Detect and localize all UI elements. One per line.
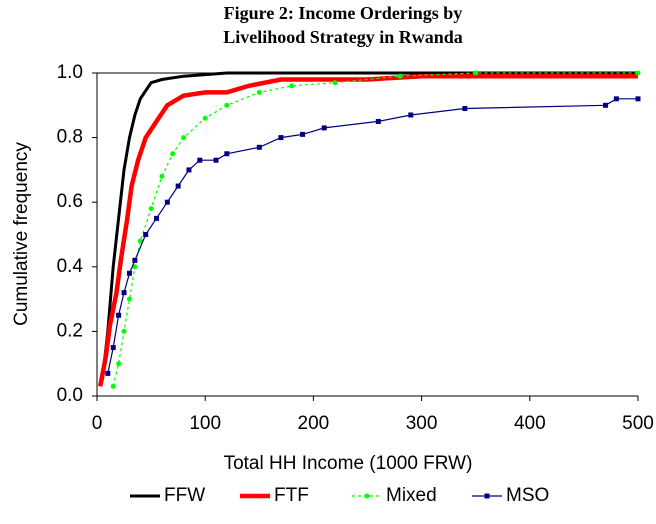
legend-label: FTF [274, 485, 309, 506]
x-axis-label: Total HH Income (1000 FRW) [224, 453, 473, 474]
data-point [186, 167, 192, 173]
data-point [116, 361, 122, 367]
data-point [132, 257, 138, 263]
x-tick-label: 300 [406, 413, 438, 434]
legend-marker [364, 493, 370, 499]
y-axis-label: Cumulative frequency [11, 142, 32, 326]
data-point [613, 96, 619, 102]
legend-label: MSO [506, 485, 549, 506]
y-tick-label: 0.6 [57, 191, 83, 212]
data-point [256, 89, 262, 95]
data-point [213, 157, 219, 163]
data-point [116, 312, 122, 318]
data-point [397, 73, 403, 79]
data-point [148, 206, 154, 212]
data-point [408, 112, 414, 118]
series-line [97, 73, 638, 387]
data-point [159, 173, 165, 179]
data-point [170, 151, 176, 157]
data-point [110, 345, 116, 351]
legend-label: Mixed [386, 485, 437, 506]
x-tick-label: 500 [622, 413, 654, 434]
data-point [121, 290, 127, 296]
data-point [635, 70, 641, 76]
data-point [332, 80, 338, 86]
data-point [154, 215, 160, 221]
data-point [121, 328, 127, 334]
chart-title: Livelihood Strategy in Rwanda [223, 27, 463, 47]
data-point [473, 70, 479, 76]
data-point [105, 370, 111, 376]
data-point [132, 264, 138, 270]
legend: FFW FTF Mixed MSO [130, 485, 549, 506]
data-point [181, 135, 187, 141]
data-point [197, 157, 203, 163]
data-point [635, 96, 641, 102]
x-tick-label: 200 [298, 413, 330, 434]
data-point [224, 151, 230, 157]
data-point [143, 232, 149, 237]
data-point [110, 383, 116, 389]
y-tick-label: 0.0 [57, 385, 83, 406]
y-tick-label: 1.0 [57, 62, 83, 83]
y-tick-label: 0.4 [57, 256, 84, 277]
data-point [175, 183, 181, 189]
data-point [224, 102, 230, 108]
series-line [112, 72, 638, 387]
legend-label: FFW [164, 485, 205, 506]
legend-marker [484, 493, 490, 499]
data-point [137, 238, 143, 244]
data-point [256, 144, 262, 150]
data-point [202, 115, 208, 121]
data-point [462, 106, 468, 112]
series-line [100, 71, 638, 381]
x-tick-label: 0 [92, 413, 103, 434]
data-point [375, 118, 381, 124]
y-tick-label: 0.2 [57, 320, 83, 341]
x-tick-label: 100 [189, 413, 221, 434]
data-point [289, 83, 295, 89]
y-tick-label: 0.8 [57, 127, 83, 148]
data-point [126, 296, 132, 302]
data-point [321, 125, 327, 131]
x-tick-label: 400 [514, 413, 546, 434]
data-point [164, 199, 170, 205]
series-line [107, 98, 638, 374]
data-point [278, 135, 284, 141]
data-point [300, 131, 306, 137]
data-point [126, 270, 132, 276]
data-point [603, 102, 609, 108]
chart-title: Figure 2: Income Orderings by [224, 3, 463, 23]
